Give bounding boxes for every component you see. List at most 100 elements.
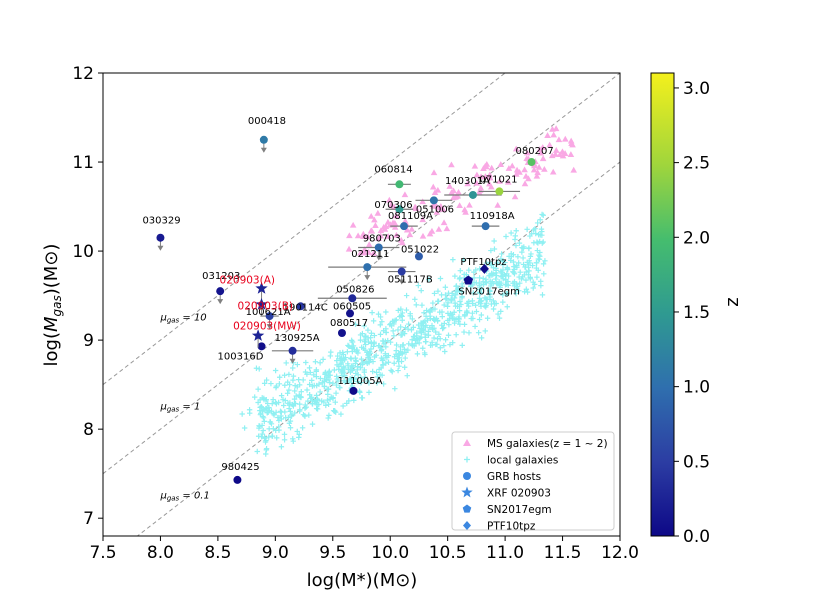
local-galaxy-point bbox=[263, 451, 269, 457]
local-galaxy-point bbox=[349, 339, 355, 345]
ms-galaxy-point bbox=[430, 169, 438, 176]
ms-galaxy-point bbox=[549, 125, 556, 132]
local-galaxy-point bbox=[391, 333, 397, 339]
grb-hosts bbox=[156, 135, 536, 484]
ms-galaxy-point bbox=[384, 233, 392, 239]
local-galaxy-point bbox=[268, 421, 275, 427]
local-galaxy-point bbox=[359, 395, 365, 401]
grb-host-label: 100316D bbox=[218, 351, 264, 362]
grb-host-point bbox=[216, 287, 225, 296]
grb-host-point bbox=[414, 252, 423, 261]
local-galaxy-point bbox=[428, 307, 434, 313]
ms-galaxy-point bbox=[392, 212, 400, 219]
ms-galaxy-point bbox=[393, 231, 400, 238]
local-galaxy-point bbox=[500, 299, 506, 305]
local-galaxy-point bbox=[256, 366, 262, 372]
ms-galaxy-point bbox=[428, 227, 436, 234]
local-galaxy-point bbox=[276, 381, 283, 387]
grb-host-label: 980703 bbox=[363, 234, 401, 245]
local-galaxy-point bbox=[516, 274, 522, 280]
local-galaxy-point bbox=[255, 386, 261, 392]
x-tick-label: 11.0 bbox=[486, 543, 524, 563]
local-galaxy-point bbox=[359, 360, 366, 366]
local-galaxy-point bbox=[436, 331, 442, 337]
local-galaxy-point bbox=[326, 412, 332, 419]
local-galaxy-point bbox=[317, 389, 323, 395]
local-galaxy-point bbox=[505, 282, 511, 289]
local-galaxy-point bbox=[345, 342, 351, 349]
local-galaxy-point bbox=[300, 377, 306, 383]
local-galaxy-point bbox=[373, 369, 380, 376]
ms-galaxy-point bbox=[482, 173, 489, 179]
local-galaxy-point bbox=[421, 350, 428, 356]
local-galaxy-point bbox=[379, 318, 385, 325]
local-galaxy-point bbox=[429, 322, 435, 329]
grb-host-point bbox=[397, 267, 406, 276]
local-galaxy-point bbox=[308, 394, 315, 401]
local-galaxy-point bbox=[390, 328, 396, 334]
local-galaxy-point bbox=[336, 366, 342, 372]
local-galaxy-point bbox=[407, 313, 413, 319]
local-galaxy-point bbox=[473, 308, 480, 315]
local-galaxy-point bbox=[383, 309, 389, 315]
local-galaxy-point bbox=[366, 359, 372, 366]
local-galaxy-point bbox=[385, 359, 392, 365]
local-galaxy-point bbox=[377, 331, 384, 338]
ms-galaxy-point bbox=[370, 249, 378, 256]
local-galaxy-point bbox=[510, 259, 517, 265]
local-galaxy-point bbox=[292, 410, 298, 416]
ms-galaxy-point bbox=[512, 145, 520, 152]
local-galaxy-point bbox=[275, 414, 281, 421]
xrf-020903-label: 020903(B) bbox=[238, 301, 293, 313]
local-galaxy-point bbox=[520, 255, 526, 261]
local-galaxy-point bbox=[252, 394, 258, 400]
grb-host-label: 080517 bbox=[330, 318, 368, 329]
local-galaxy-point bbox=[490, 298, 497, 304]
local-galaxy-point bbox=[539, 240, 545, 246]
grb-host-label: 031203 bbox=[202, 271, 240, 282]
local-galaxy-point bbox=[452, 300, 458, 306]
local-galaxy-point bbox=[312, 359, 319, 365]
grb-host-label: 080207 bbox=[516, 146, 554, 157]
ms-galaxy-point bbox=[513, 170, 520, 177]
local-galaxy-point bbox=[511, 279, 518, 285]
local-galaxy-point bbox=[276, 417, 282, 424]
local-galaxy-point bbox=[331, 367, 338, 373]
local-galaxy-point bbox=[433, 341, 439, 348]
grb-host-label: 140301A bbox=[445, 176, 490, 187]
local-galaxy-point bbox=[311, 382, 317, 389]
local-galaxy-point bbox=[307, 369, 314, 376]
grb-host-point bbox=[349, 386, 358, 395]
local-galaxy-point bbox=[265, 400, 271, 407]
ms-galaxy-point bbox=[391, 224, 399, 230]
local-galaxy-point bbox=[273, 383, 280, 389]
local-galaxy-point bbox=[325, 386, 332, 392]
local-galaxy-point bbox=[287, 425, 294, 431]
xrf-020903-label: 020903(A) bbox=[220, 274, 275, 286]
local-galaxy-point bbox=[293, 393, 299, 399]
local-galaxy-point bbox=[454, 303, 461, 310]
local-galaxy-point bbox=[261, 380, 268, 387]
ms-galaxy-point bbox=[461, 206, 469, 213]
local-galaxy-point bbox=[513, 242, 519, 249]
local-galaxy-point bbox=[523, 269, 529, 275]
upper-limit-arrowhead bbox=[398, 279, 405, 285]
ms-galaxy-point bbox=[397, 236, 405, 243]
local-galaxy-point bbox=[286, 405, 292, 412]
ms-galaxy-point bbox=[403, 226, 411, 233]
local-galaxy-point bbox=[314, 406, 321, 412]
ms-galaxy-point bbox=[359, 249, 367, 256]
local-galaxy-point bbox=[333, 390, 339, 396]
local-galaxy-point bbox=[448, 296, 455, 302]
local-galaxy-point bbox=[374, 374, 381, 380]
local-galaxy-point bbox=[261, 395, 267, 401]
local-galaxy-point bbox=[451, 309, 457, 315]
local-galaxy-point bbox=[270, 396, 276, 403]
local-galaxy-point bbox=[287, 408, 294, 415]
local-galaxy-point bbox=[377, 345, 384, 351]
local-galaxy-point bbox=[446, 321, 452, 328]
reference-line-label: μgas = 0.1 bbox=[159, 491, 209, 503]
local-galaxy-point bbox=[526, 268, 532, 274]
local-galaxy-point bbox=[410, 324, 417, 331]
ms-galaxy-point bbox=[496, 177, 503, 184]
